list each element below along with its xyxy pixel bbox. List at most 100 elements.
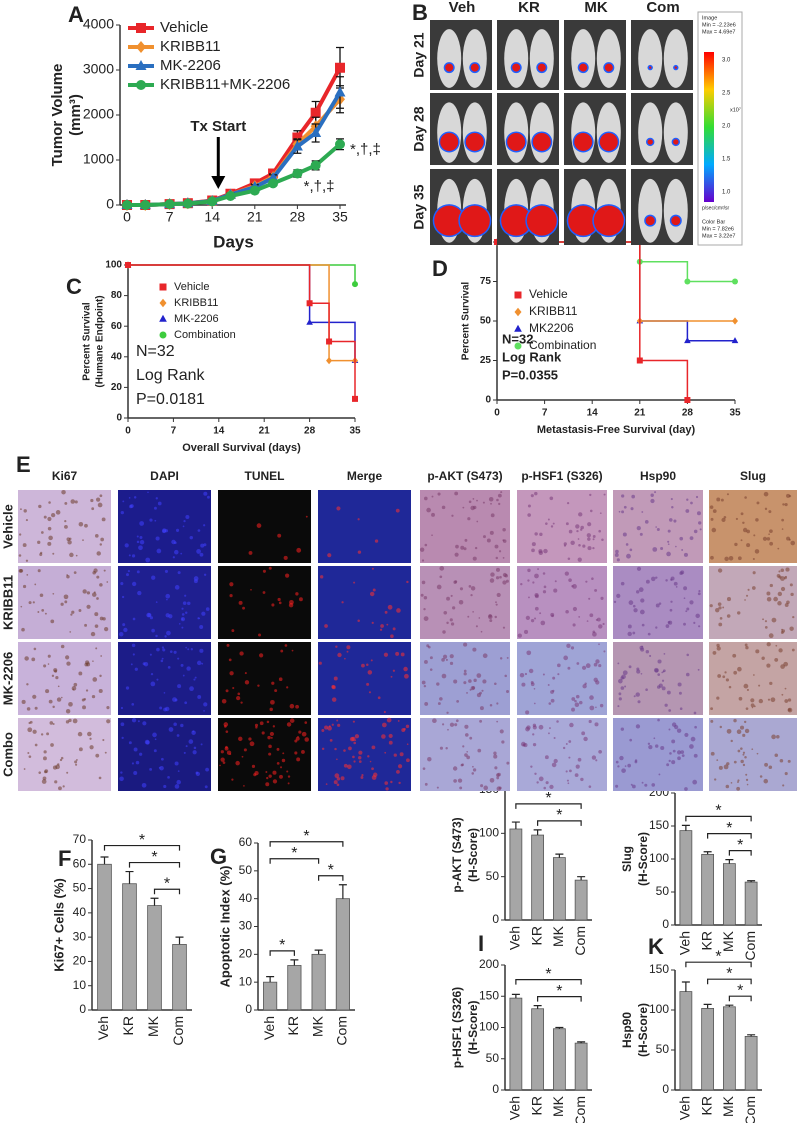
y-tick-label: 0: [492, 912, 499, 926]
texture: [406, 580, 409, 584]
texture: [396, 769, 400, 774]
texture: [592, 538, 595, 541]
stats-text: N=32: [136, 343, 175, 360]
texture: [25, 559, 29, 562]
texture: [46, 732, 50, 736]
texture: [75, 763, 78, 766]
texture: [570, 646, 575, 650]
colorbar-text: Min = 7.82e6: [702, 226, 734, 232]
texture: [154, 519, 157, 522]
texture: [747, 588, 750, 591]
texture: [429, 656, 433, 660]
texture: [268, 744, 272, 749]
legend-marker: [136, 23, 146, 33]
texture: [371, 767, 374, 771]
texture: [493, 754, 498, 759]
texture: [563, 544, 567, 547]
signal: [434, 205, 465, 236]
y-tick-label: 150: [649, 818, 669, 832]
texture: [725, 678, 730, 682]
texture: [615, 784, 619, 788]
texture: [78, 609, 82, 612]
texture: [70, 499, 76, 504]
texture: [549, 727, 551, 729]
texture: [58, 786, 62, 791]
texture: [23, 509, 27, 513]
significance-bracket: [685, 961, 752, 968]
texture: [770, 697, 776, 703]
texture: [466, 750, 469, 753]
texture: [429, 668, 433, 671]
texture: [709, 604, 713, 608]
significance-bracket: [318, 875, 344, 881]
texture: [371, 567, 374, 570]
texture: [120, 722, 125, 727]
texture: [520, 582, 523, 586]
texture: [201, 611, 206, 616]
texture: [358, 756, 362, 760]
texture: [697, 668, 700, 671]
error-bar: [681, 824, 690, 831]
texture: [147, 491, 149, 494]
texture: [99, 583, 103, 587]
bar: [679, 830, 693, 926]
texture: [734, 542, 738, 547]
texture: [220, 750, 224, 754]
x-tick-label: MK: [720, 930, 736, 952]
texture: [588, 597, 591, 600]
texture: [52, 592, 55, 595]
texture: [588, 719, 592, 724]
texture: [782, 784, 785, 787]
colorbar-unit: p/sec/cm²/sr: [702, 205, 730, 211]
legend-label: Combination: [174, 329, 236, 341]
texture: [166, 630, 171, 636]
texture: [91, 507, 95, 511]
texture: [90, 631, 96, 637]
texture: [712, 509, 717, 513]
texture: [572, 623, 576, 627]
texture: [528, 596, 530, 599]
micrograph: [420, 642, 510, 715]
texture: [138, 545, 143, 551]
signal: [465, 132, 484, 151]
micrograph: [218, 566, 311, 639]
texture: [530, 765, 533, 768]
texture: [386, 623, 389, 626]
texture: [432, 718, 437, 724]
legend-label: Vehicle: [160, 19, 208, 36]
significance-label: *: [328, 862, 334, 879]
texture: [523, 629, 529, 635]
texture: [167, 776, 170, 779]
colorbar-tick: 3.0: [722, 58, 731, 64]
texture: [568, 740, 572, 743]
texture: [522, 743, 526, 747]
texture: [467, 615, 470, 618]
texture: [762, 618, 764, 621]
texture: [657, 673, 661, 676]
texture: [755, 649, 760, 654]
x-tick-label: Veh: [261, 1016, 277, 1040]
texture: [532, 723, 537, 728]
texture: [336, 783, 340, 787]
texture: [276, 747, 280, 751]
stats-text: Log Rank: [502, 349, 562, 364]
texture: [199, 624, 204, 629]
texture: [294, 739, 298, 743]
micrograph: [118, 718, 211, 791]
texture: [592, 535, 596, 538]
texture: [742, 763, 746, 767]
texture: [40, 551, 43, 555]
texture: [636, 669, 641, 674]
texture: [685, 610, 688, 613]
texture: [632, 631, 636, 635]
texture: [764, 762, 769, 767]
texture: [329, 739, 333, 742]
texture: [203, 524, 206, 527]
texture: [531, 542, 536, 547]
texture: [156, 548, 162, 554]
texture: [670, 576, 675, 581]
colorbar-text: Image: [702, 15, 717, 21]
y-tick-label: 20: [73, 954, 87, 968]
texture: [683, 552, 688, 557]
texture: [265, 771, 268, 773]
